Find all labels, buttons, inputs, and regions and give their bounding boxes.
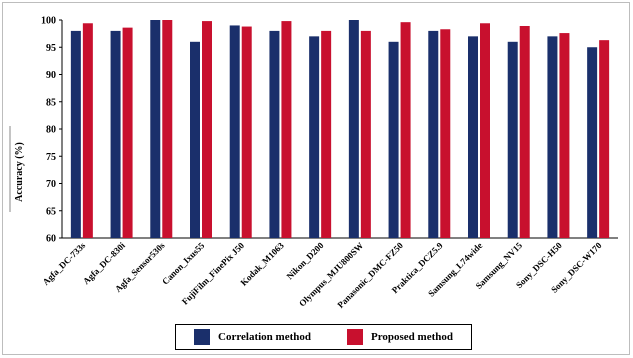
bar-proposed [82,23,93,238]
bar-correlation [110,30,121,239]
bar-proposed [599,40,610,238]
y-tick-label: 70 [46,179,56,190]
bar-correlation [190,41,200,238]
bar-correlation [150,20,161,238]
bar-proposed [241,26,252,239]
bar-proposed [162,20,173,238]
bar-proposed [400,22,411,239]
bar-proposed [440,29,451,238]
bar-proposed [321,30,332,239]
bar-correlation [547,36,558,238]
x-category-label: Nikon_D200 [285,240,326,281]
legend-swatch-proposed [346,329,363,345]
y-tick-label: 90 [46,70,56,81]
bar-proposed [281,21,292,239]
legend-item-correlation: Correlation method [194,329,311,345]
y-tick-label: 95 [46,43,56,54]
bar-correlation [70,30,81,239]
bar-correlation [388,41,399,238]
bar-correlation [309,36,320,238]
bar-proposed [480,23,490,238]
bar-proposed [519,25,530,239]
y-tick-label: 100 [41,16,56,27]
bar-proposed [122,27,133,238]
bar-proposed [360,30,371,239]
y-tick-label: 65 [46,206,56,217]
bar-proposed [202,21,212,239]
bar-proposed [559,33,570,238]
y-tick-label: 75 [46,152,56,163]
bar-correlation [468,36,478,238]
bar-correlation [587,47,598,238]
legend-item-proposed: Proposed method [346,329,453,345]
bar-correlation [229,25,240,239]
y-axis-label: Accuracy (%) [14,142,25,202]
legend-label-correlation: Correlation method [218,331,311,343]
legend-label-proposed: Proposed method [370,331,453,343]
bar-correlation [428,30,439,239]
x-category-label: Panasonic_DMC-FZ50 [335,240,405,310]
legend: Correlation method Proposed method [175,324,472,350]
legend-swatch-correlation [194,329,210,345]
y-tick-label: 80 [46,125,56,136]
y-tick-label: 60 [46,234,56,245]
bar-correlation [269,30,280,239]
bars [70,20,610,239]
chart-frame [2,2,630,355]
category-labels: Agfa_DC-733sAgfa_DC-830iAgfa_Sensor530sC… [41,240,604,310]
bar-correlation [348,20,359,238]
bar-correlation [507,41,518,238]
y-tick-label: 85 [46,97,56,108]
